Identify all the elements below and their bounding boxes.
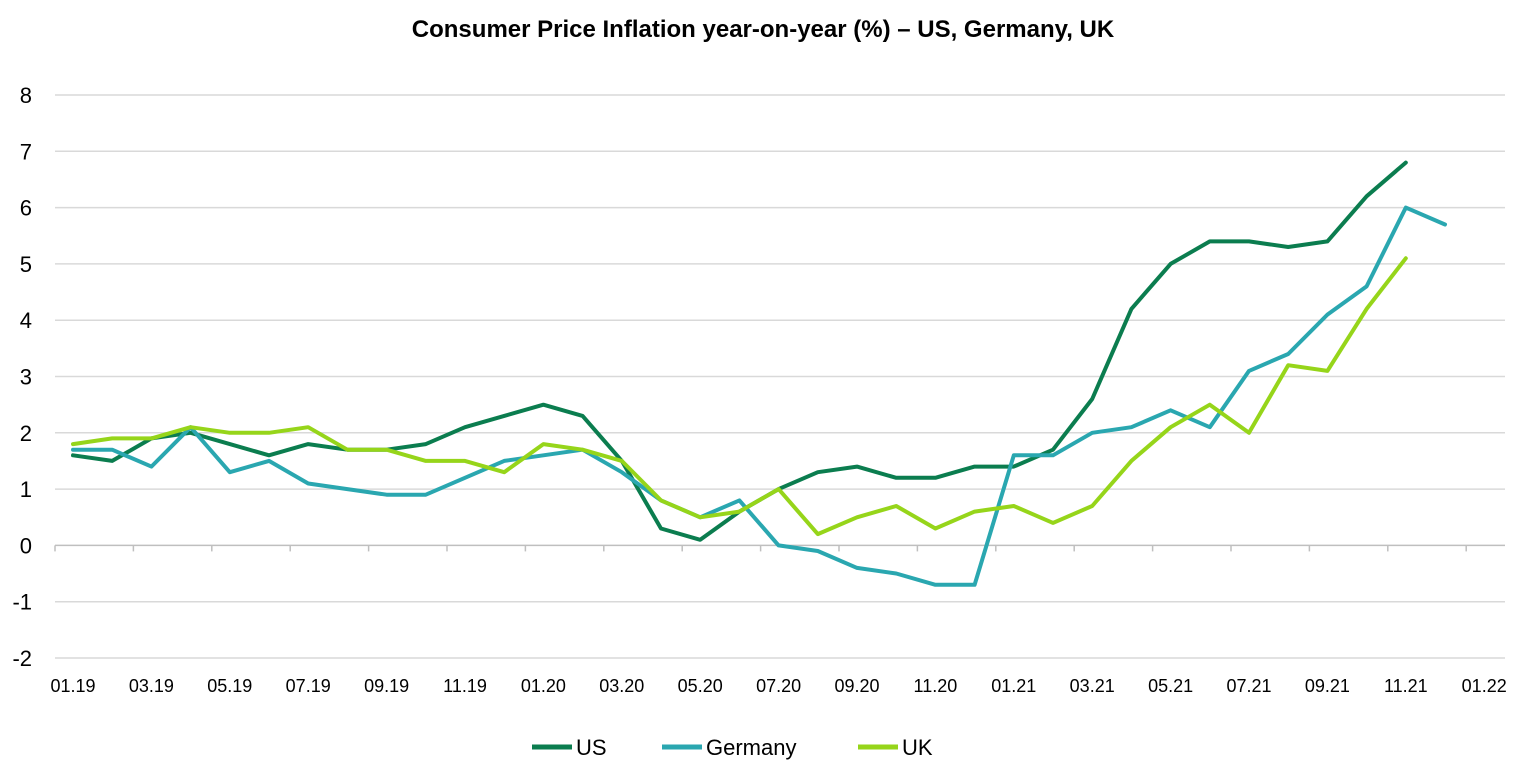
y-tick-label: 8 (20, 83, 32, 108)
y-tick-label: 2 (20, 421, 32, 446)
legend-label: UK (902, 735, 933, 760)
series-lines (71, 160, 1447, 587)
x-tick-label: 01.20 (521, 676, 566, 696)
x-tick-label: 11.19 (443, 676, 487, 696)
x-tick-label: 03.19 (129, 676, 174, 696)
x-tick-label: 07.21 (1226, 676, 1271, 696)
legend-label: Germany (706, 735, 796, 760)
x-tick-label: 07.20 (756, 676, 801, 696)
y-tick-label: 1 (20, 477, 32, 502)
x-tick-label: 07.19 (286, 676, 331, 696)
y-tick-label: 5 (20, 252, 32, 277)
y-tick-label: 3 (20, 365, 32, 390)
chart-title: Consumer Price Inflation year-on-year (%… (411, 16, 1115, 43)
x-tick-label: 11.20 (914, 676, 958, 696)
series-line-uk (71, 256, 1408, 537)
x-tick-label: 03.20 (599, 676, 644, 696)
x-tick-label: 01.21 (991, 676, 1036, 696)
x-tick-label: 03.21 (1070, 676, 1115, 696)
x-tick-label: 05.19 (207, 676, 252, 696)
y-tick-label: 4 (20, 308, 32, 333)
series-line-germany (71, 205, 1447, 587)
legend-label: US (576, 735, 607, 760)
y-tick-label: 0 (20, 533, 32, 558)
x-tick-label: 05.21 (1148, 676, 1193, 696)
y-tick-label: 6 (20, 196, 32, 221)
x-tick-label: 09.20 (834, 676, 879, 696)
y-tick-label: -1 (12, 590, 32, 615)
y-tick-label: -2 (12, 646, 32, 671)
x-tick-label: 01.19 (50, 676, 95, 696)
x-tick-label: 11.21 (1384, 676, 1428, 696)
axes: 8 7 6 5 4 3 2 1 0 -1 -2 01.19 03.19 05.19 07.19 09.19 11… (12, 83, 1506, 696)
grid-lines (55, 94, 1505, 659)
x-tick-label: 01.22 (1462, 676, 1507, 696)
series-line-us (71, 160, 1408, 542)
x-tick-label: 05.20 (678, 676, 723, 696)
y-tick-label: 7 (20, 139, 32, 164)
legend: US Germany UK (532, 735, 933, 760)
x-tick-label: 09.19 (364, 676, 409, 696)
x-tick-label: 09.21 (1305, 676, 1350, 696)
